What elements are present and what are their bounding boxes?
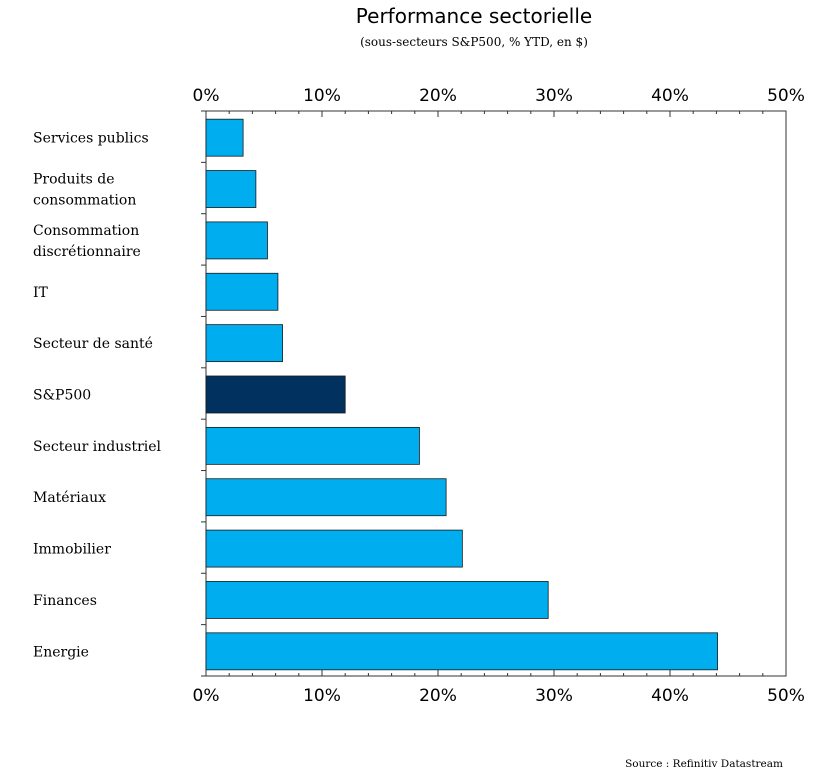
category-label-line: S&P500: [33, 388, 91, 404]
bar: [205, 426, 420, 465]
x-tick-label-bottom: 20%: [419, 686, 457, 706]
category-label-line: Consommation: [33, 223, 139, 239]
category-label-line: Produits de: [33, 172, 115, 188]
category-label-line: IT: [33, 285, 49, 301]
bar: [205, 170, 257, 208]
category-label: Matériaux: [33, 490, 106, 506]
x-tick-label-top: 10%: [303, 86, 341, 106]
category-label-line: Secteur industriel: [33, 439, 162, 455]
category-label: S&P500: [33, 388, 91, 404]
bar: [205, 118, 244, 157]
bar: [205, 529, 463, 568]
x-tick-label-bottom: 10%: [303, 686, 341, 706]
source-note: Source : Refinitiv Datastream: [625, 758, 783, 770]
category-label: Services publics: [33, 131, 149, 147]
category-label-line: Immobilier: [33, 542, 111, 558]
bar: [205, 221, 268, 260]
x-tick-label-bottom: 30%: [535, 686, 573, 706]
x-tick-label-bottom: 50%: [767, 686, 805, 706]
category-label: Consommation discrétionnaire: [33, 223, 141, 260]
category-label: Finances: [33, 593, 97, 609]
x-tick-label-top: 40%: [651, 86, 689, 106]
x-tick-label-top: 30%: [535, 86, 573, 106]
x-tick-label-top: 50%: [767, 86, 805, 106]
category-label-line: discrétionnaire: [33, 244, 141, 260]
category-label: Energie: [33, 644, 89, 660]
chart-title: Performance sectorielle: [355, 4, 593, 28]
category-label-line: Finances: [33, 593, 97, 609]
category-label: IT: [33, 285, 49, 301]
bar: [205, 632, 718, 671]
x-tick-label-top: 20%: [419, 86, 457, 106]
category-label-line: Secteur de santé: [33, 336, 153, 352]
category-label: Immobilier: [33, 542, 111, 558]
category-label: Secteur de santé: [33, 336, 153, 352]
category-label-line: Matériaux: [33, 490, 106, 506]
chart-subtitle: (sous-secteurs S&P500, % YTD, en $): [360, 35, 588, 49]
category-label: Produits de consommation: [33, 172, 136, 209]
bar: [205, 478, 447, 517]
bar: [205, 272, 279, 311]
x-tick-label-bottom: 40%: [651, 686, 689, 706]
category-label: Secteur industriel: [33, 439, 162, 455]
x-tick-label-top: 0%: [193, 86, 220, 106]
bar-highlight: [205, 375, 346, 414]
category-label-line: Energie: [33, 644, 89, 660]
bar: [205, 324, 283, 363]
category-label-line: Services publics: [33, 131, 149, 147]
category-label-line: consommation: [33, 193, 136, 209]
bar: [205, 581, 549, 619]
x-tick-label-bottom: 0%: [193, 686, 220, 706]
